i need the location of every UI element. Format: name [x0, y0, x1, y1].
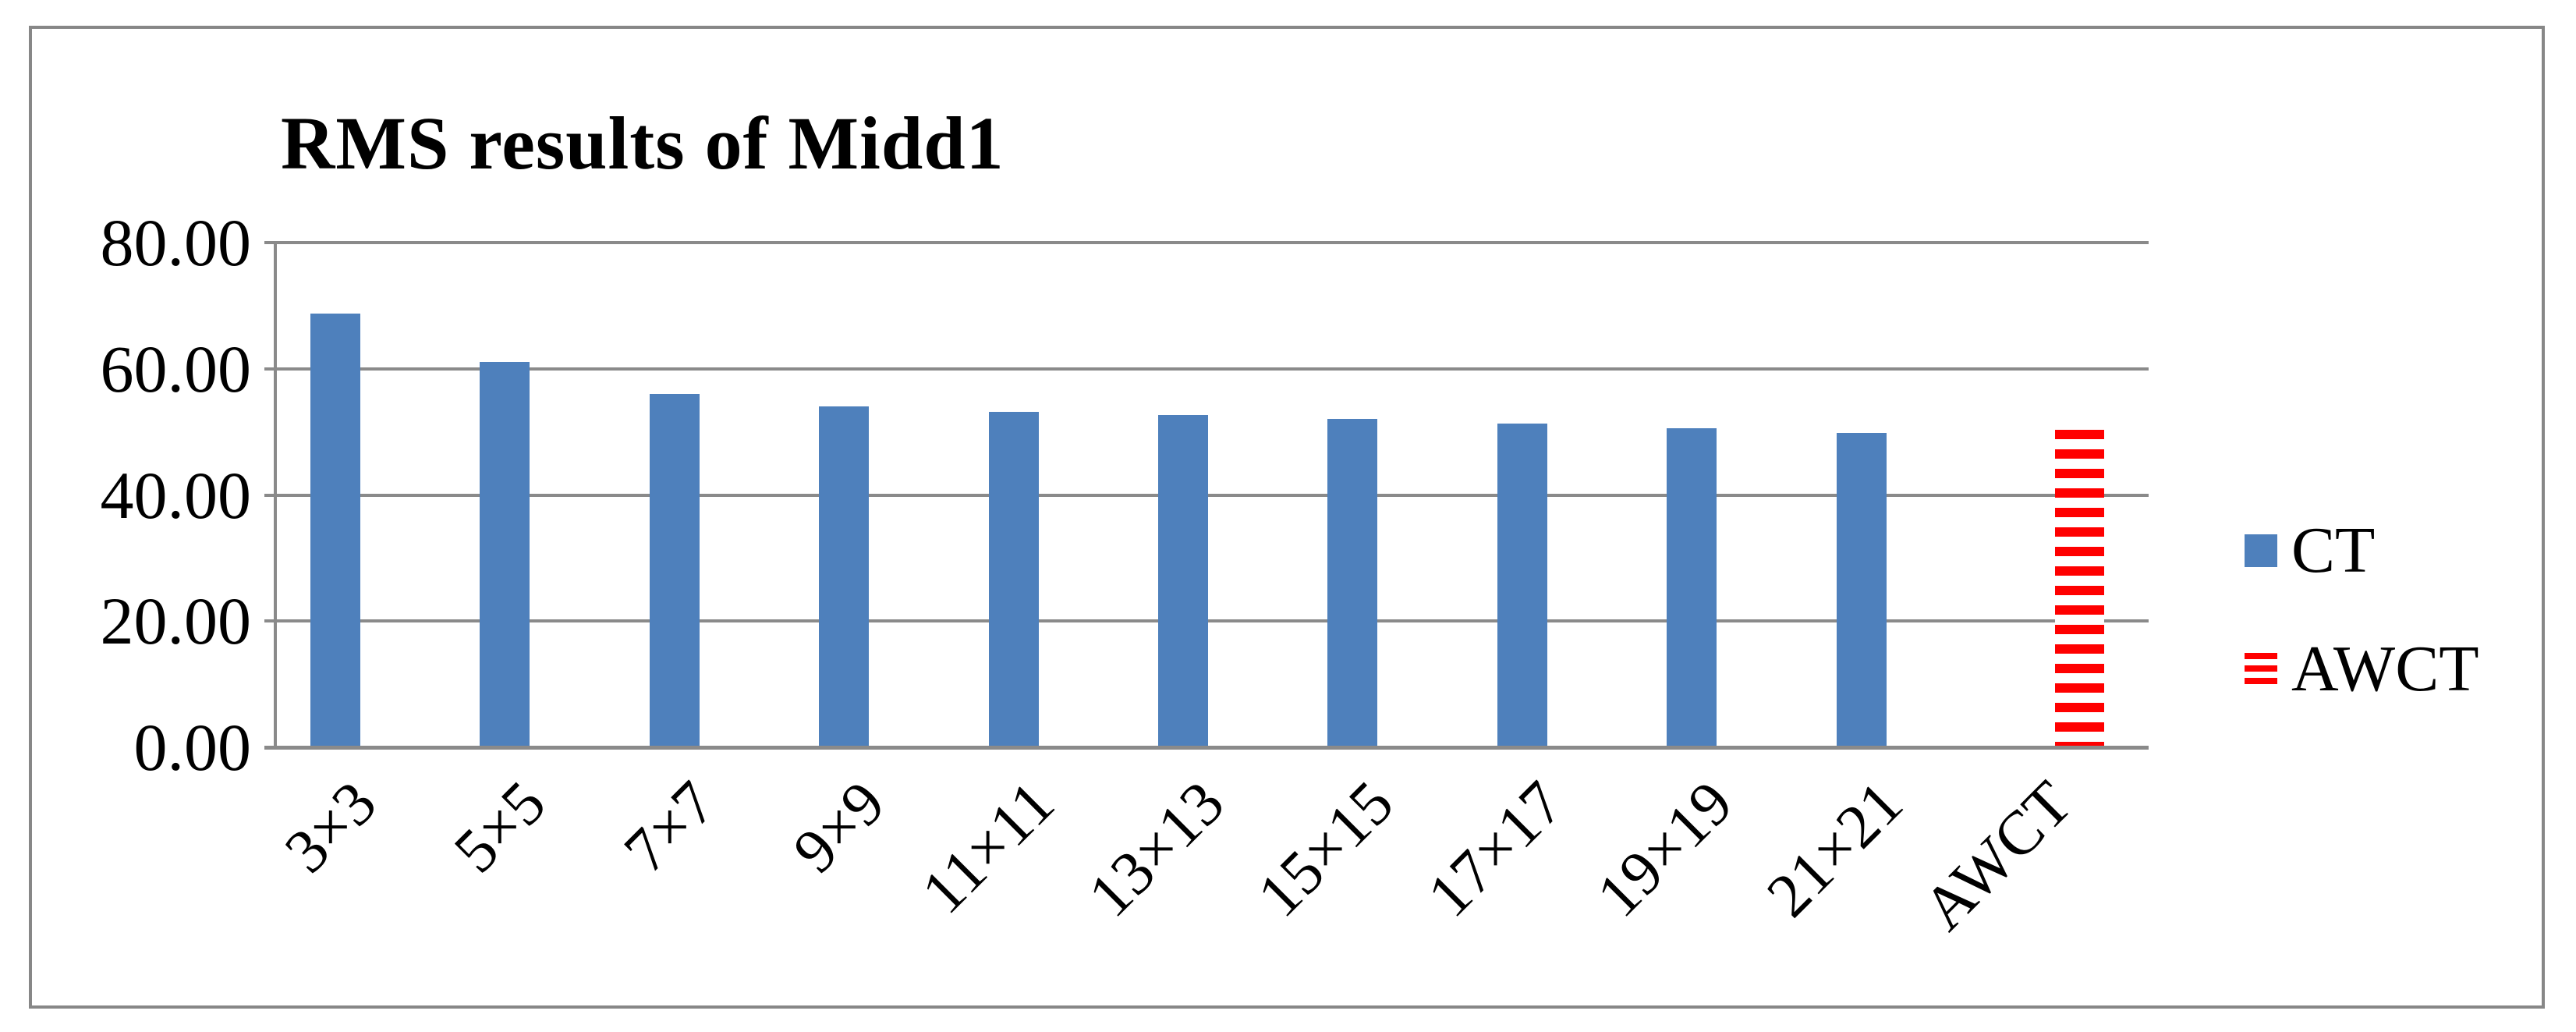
bar-ct-17×17 — [1497, 424, 1547, 747]
bar-ct-13×13 — [1158, 414, 1208, 747]
x-axis-label-15×15: 15×15 — [1245, 768, 1407, 931]
legend-entry-awct: AWCT — [2245, 637, 2479, 702]
bar-ct-7×7 — [649, 394, 700, 747]
x-axis-label-7×7: 7×7 — [611, 768, 729, 886]
bar-awct-AWCT — [2055, 430, 2105, 747]
bar-ct-3×3 — [310, 314, 360, 747]
chart-title: RMS results of Midd1 — [281, 101, 1005, 185]
y-tick-label-80: 80.00 — [100, 205, 252, 280]
gridline-60 — [264, 367, 2149, 371]
y-axis-line — [274, 243, 277, 750]
x-axis-label-11×11: 11×11 — [909, 768, 1068, 927]
legend-label-ct: CT — [2291, 514, 2376, 587]
legend-marker-awct-icon — [2245, 653, 2277, 686]
figure-border — [29, 26, 2545, 1009]
bar-ct-19×19 — [1667, 427, 1717, 747]
y-tick-label-20: 20.00 — [100, 583, 252, 659]
y-tick-label-0: 0.00 — [133, 710, 252, 785]
legend-entry-ct: CT — [2245, 518, 2375, 583]
legend-marker-ct-icon — [2245, 534, 2277, 567]
x-axis-line — [264, 746, 2149, 750]
bar-ct-11×11 — [988, 411, 1039, 747]
y-tick-label-40: 40.00 — [100, 457, 252, 533]
bar-ct-5×5 — [480, 361, 530, 747]
gridline-80 — [264, 241, 2149, 244]
x-axis-label-17×17: 17×17 — [1415, 768, 1577, 931]
x-axis-label-13×13: 13×13 — [1075, 768, 1238, 931]
y-tick-label-60: 60.00 — [100, 331, 252, 406]
legend-label-awct: AWCT — [2291, 633, 2479, 705]
bar-ct-9×9 — [819, 406, 870, 747]
bar-ct-21×21 — [1836, 433, 1887, 747]
x-axis-label-9×9: 9×9 — [780, 768, 898, 886]
x-axis-label-AWCT: AWCT — [1910, 768, 2085, 944]
x-axis-label-21×21: 21×21 — [1753, 768, 1916, 931]
x-axis-label-3×3: 3×3 — [271, 768, 390, 886]
x-axis-label-5×5: 5×5 — [441, 768, 559, 886]
x-axis-label-19×19: 19×19 — [1584, 768, 1746, 931]
bar-ct-15×15 — [1327, 418, 1378, 747]
